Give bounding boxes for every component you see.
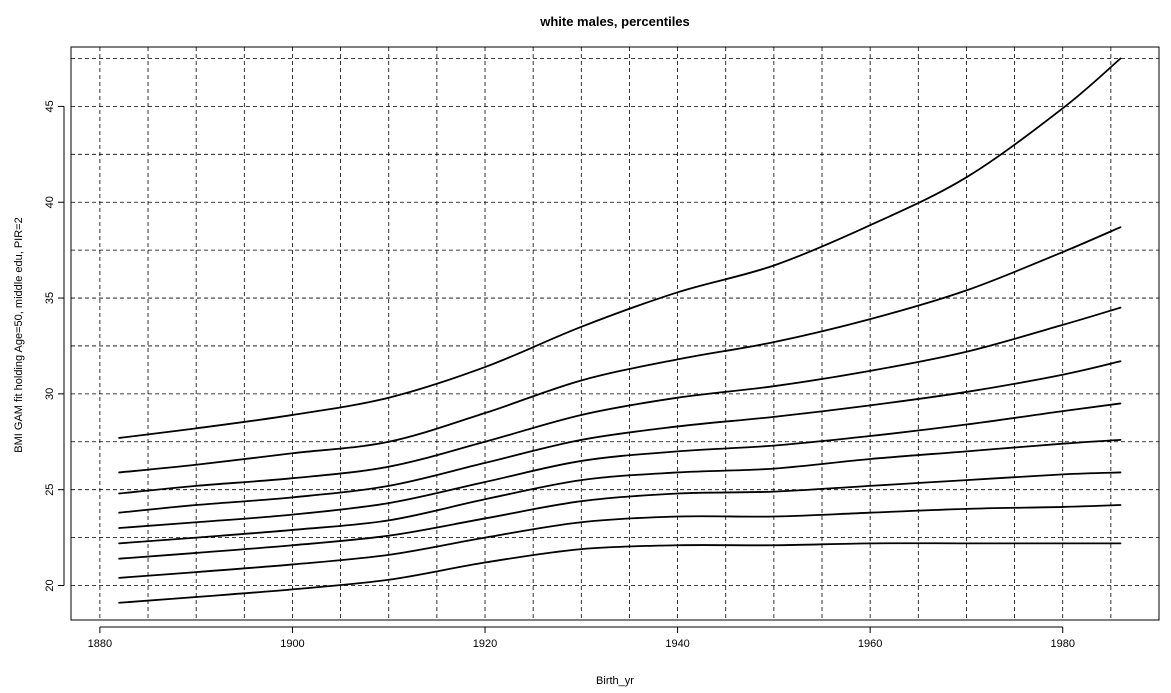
percentile-line-8 <box>118 226 1122 474</box>
x-tick-label: 1900 <box>280 638 304 650</box>
series-lines <box>118 57 1122 604</box>
plot-frame <box>70 46 1160 621</box>
y-axis-label: BMI GAM fit holding Age=50, middle edu, … <box>13 217 25 452</box>
y-tick-label: 40 <box>44 196 56 208</box>
percentile-line-3 <box>118 471 1122 560</box>
grid <box>71 47 1159 620</box>
x-tick-label: 1960 <box>858 638 882 650</box>
x-tick-label: 1880 <box>88 638 112 650</box>
x-axis-label: Birth_yr <box>596 675 634 687</box>
y-tick-label: 45 <box>44 100 56 112</box>
percentile-line-2 <box>118 504 1122 579</box>
percentile-line-1 <box>118 542 1122 604</box>
x-tick-label: 1920 <box>473 638 497 650</box>
percentile-line-4 <box>118 438 1122 545</box>
y-tick-label: 30 <box>44 388 56 400</box>
percentile-line-6 <box>118 360 1122 514</box>
x-tick-label: 1940 <box>665 638 689 650</box>
percentile-line-5 <box>118 402 1122 529</box>
percentile-line-9 <box>118 57 1122 439</box>
y-tick-label: 35 <box>44 292 56 304</box>
x-tick-label: 1980 <box>1050 638 1074 650</box>
percentile-line-7 <box>118 306 1122 495</box>
chart-title: white males, percentiles <box>539 14 690 29</box>
axes: 1880 1900 1920 1940 1960 1980 20 25 30 35 40 45 <box>44 100 1075 650</box>
y-tick-label: 25 <box>44 484 56 496</box>
y-tick-label: 20 <box>44 579 56 591</box>
